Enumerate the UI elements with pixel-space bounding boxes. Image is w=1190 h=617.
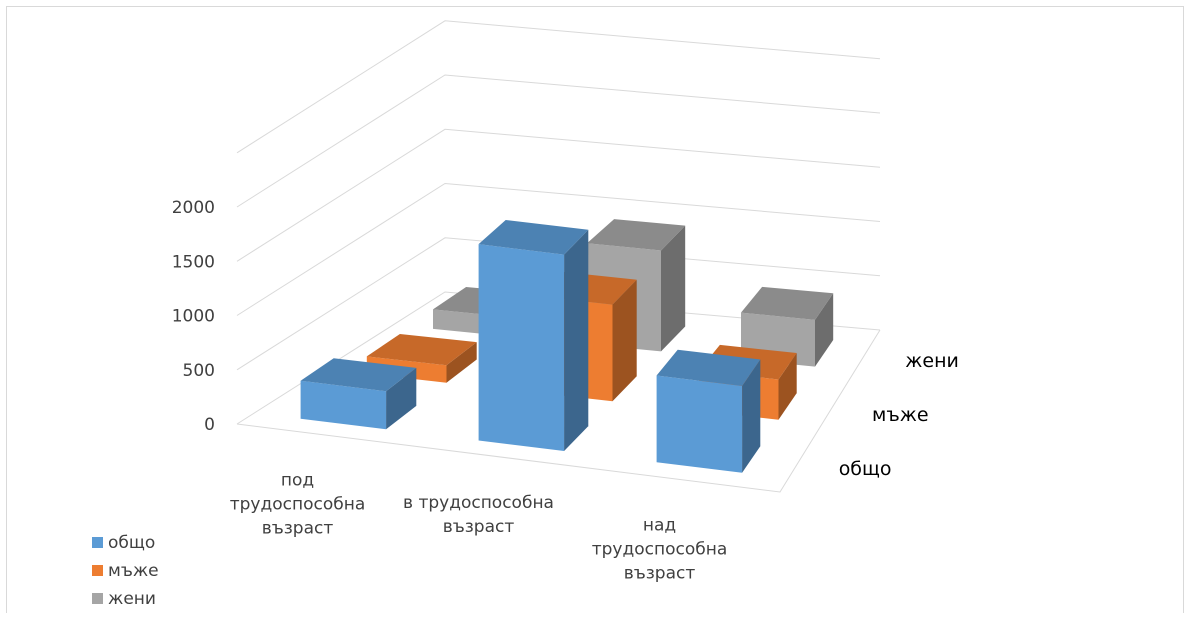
chart-border: [6, 6, 1184, 617]
category-label-line: възраст: [262, 518, 334, 538]
gridline: [236, 182, 881, 316]
bar-side: [446, 342, 477, 383]
depth-axis-labels: общо мъже жени: [839, 350, 959, 480]
bar-общо-2: [656, 349, 761, 473]
category-label-line: в трудоспособна: [403, 493, 554, 513]
bar-side: [661, 225, 686, 352]
bar-side: [742, 359, 761, 473]
bar-front: [656, 375, 743, 473]
chart-bars: [300, 219, 834, 473]
y-tick-label: 1500: [172, 252, 215, 272]
legend-label: мъже: [108, 561, 159, 581]
gridline: [236, 237, 881, 371]
bar-front: [300, 380, 387, 430]
category-label-line: под: [281, 470, 314, 490]
gridline: [236, 74, 881, 208]
bar-общо-1: [478, 220, 589, 451]
bar-top: [741, 286, 834, 320]
bar-top: [300, 358, 417, 392]
chart-walls: [236, 329, 881, 493]
bar-side: [778, 353, 797, 420]
category-label-line: над: [643, 516, 676, 536]
legend-label: общо: [108, 533, 155, 553]
bar-side: [612, 279, 637, 402]
bar-side: [386, 367, 417, 430]
category-label-line: възраст: [624, 564, 696, 584]
depth-label: мъже: [872, 404, 929, 426]
bar-side: [564, 229, 589, 451]
gridline: [236, 128, 881, 262]
gridline: [236, 20, 881, 154]
y-tick-label: 1000: [172, 307, 215, 327]
category-label: под трудоспособна възраст: [230, 470, 366, 538]
bar-top: [587, 219, 686, 251]
legend-label: жени: [108, 589, 156, 609]
y-tick-label: 0: [204, 415, 215, 435]
category-label: над трудоспособна възраст: [592, 516, 728, 584]
bar-top: [366, 334, 477, 366]
category-label-line: трудоспособна: [592, 540, 728, 560]
floor-edge: [236, 329, 881, 493]
category-label: в трудоспособна възраст: [403, 493, 554, 537]
y-tick-label: 2000: [172, 198, 215, 218]
bar-top: [478, 220, 589, 255]
y-axis-tick-labels: 0 500 1000 1500 2000: [172, 198, 215, 435]
bar-top: [656, 349, 761, 386]
category-label-line: възраст: [443, 517, 515, 537]
bar-общо-0: [300, 358, 417, 430]
legend-swatch: [92, 537, 103, 548]
legend: общо мъже жени: [92, 533, 159, 609]
x-axis-category-labels: под трудоспособна възраст в трудоспособна въ…: [230, 470, 728, 583]
bar-front: [478, 244, 565, 451]
legend-swatch: [92, 565, 103, 576]
y-tick-label: 500: [183, 361, 215, 381]
legend-swatch: [92, 593, 103, 604]
category-label-line: трудоспособна: [230, 494, 366, 514]
depth-label: общо: [839, 458, 892, 480]
depth-label: жени: [905, 350, 959, 372]
bar-side: [815, 293, 834, 367]
